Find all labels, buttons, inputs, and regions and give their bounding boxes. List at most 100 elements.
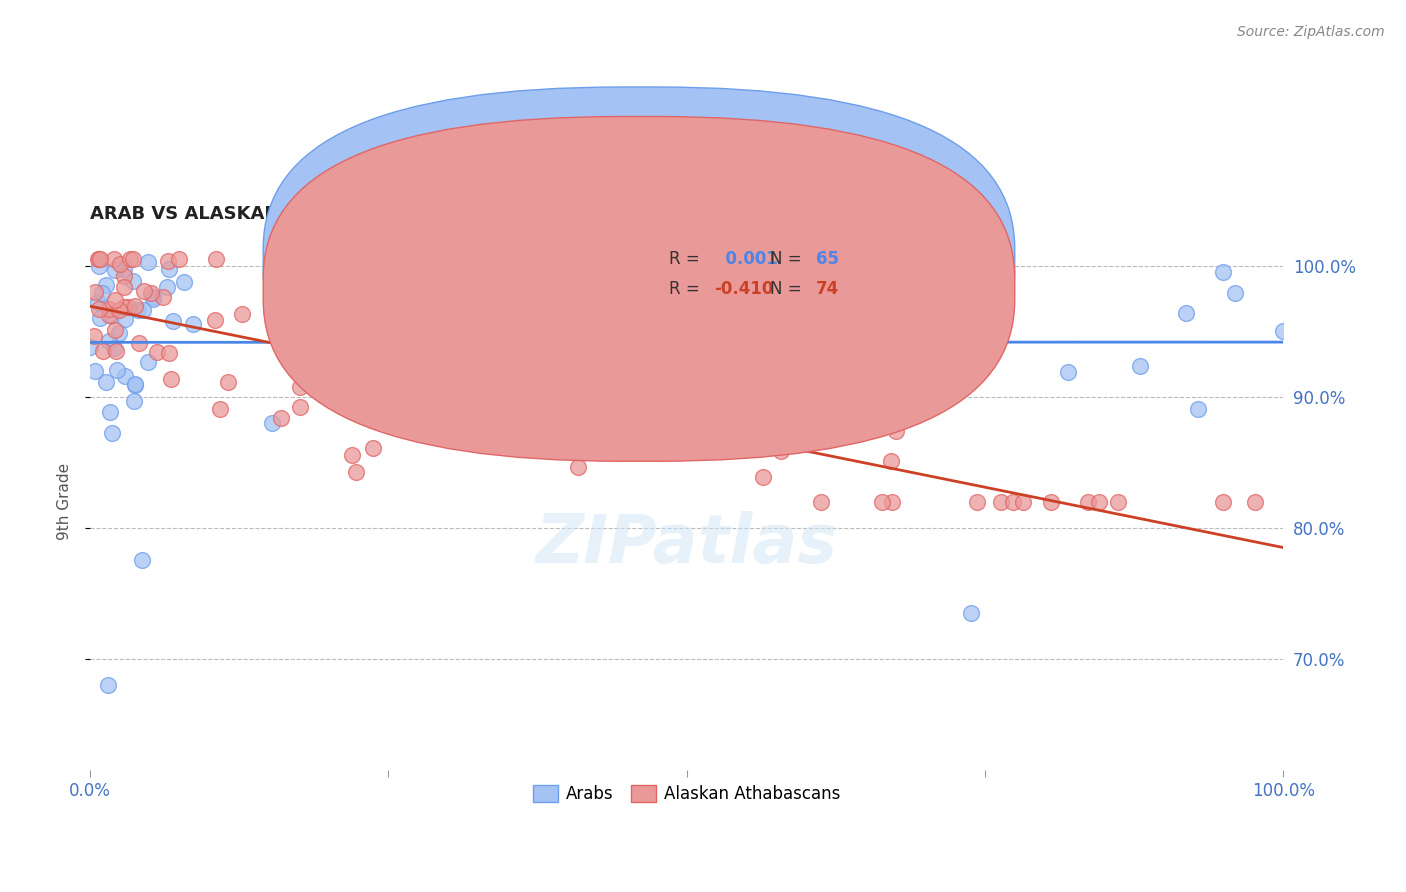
Point xyxy=(270,410,292,425)
Point xyxy=(564,424,586,438)
Point xyxy=(1244,494,1267,508)
Point xyxy=(124,299,146,313)
Point xyxy=(270,277,292,291)
Point xyxy=(89,252,111,267)
Point xyxy=(884,424,907,438)
Point xyxy=(97,334,120,348)
Point xyxy=(131,553,153,567)
Point xyxy=(104,323,127,337)
Point xyxy=(217,375,239,389)
Point xyxy=(870,494,893,508)
Point xyxy=(112,262,135,277)
Point xyxy=(105,363,128,377)
Point xyxy=(342,448,364,462)
Point xyxy=(79,340,101,354)
Point xyxy=(101,310,124,324)
Point xyxy=(277,301,299,316)
Point xyxy=(361,441,384,455)
Point xyxy=(730,292,752,306)
Point xyxy=(98,302,121,317)
Point xyxy=(344,466,367,480)
Point xyxy=(132,303,155,318)
Point xyxy=(107,303,129,318)
Point xyxy=(752,469,775,483)
Point xyxy=(990,494,1012,508)
Point xyxy=(112,301,135,315)
Point xyxy=(167,252,190,267)
Point xyxy=(110,257,132,271)
Point xyxy=(121,274,143,288)
Point xyxy=(120,252,142,267)
Point xyxy=(966,494,988,508)
Point xyxy=(1212,265,1234,279)
Point xyxy=(87,295,110,310)
Point xyxy=(554,322,576,336)
Point xyxy=(87,259,110,273)
Point xyxy=(423,359,446,374)
Point xyxy=(157,262,180,277)
Point xyxy=(810,494,832,508)
Point xyxy=(160,372,183,386)
Point xyxy=(117,300,139,314)
Point xyxy=(534,322,557,336)
Point xyxy=(1011,494,1033,508)
Point xyxy=(127,302,149,317)
Text: -0.410: -0.410 xyxy=(714,280,773,298)
Point xyxy=(231,307,253,321)
Point xyxy=(735,364,758,378)
Point xyxy=(770,434,793,448)
Point xyxy=(880,494,903,508)
Point xyxy=(114,312,136,326)
Point xyxy=(112,279,135,293)
Y-axis label: 9th Grade: 9th Grade xyxy=(58,463,72,540)
Point xyxy=(98,405,121,419)
Point xyxy=(104,344,127,359)
Point xyxy=(695,304,717,318)
Point xyxy=(1107,494,1129,508)
Point xyxy=(122,252,145,267)
Text: 74: 74 xyxy=(815,280,839,298)
Point xyxy=(960,606,983,620)
Point xyxy=(879,454,901,468)
Point xyxy=(136,355,159,369)
Point xyxy=(209,401,232,416)
Point xyxy=(1057,365,1080,379)
Point xyxy=(204,313,226,327)
Point xyxy=(139,285,162,300)
Point xyxy=(579,339,602,353)
Point xyxy=(97,308,120,322)
Text: ARAB VS ALASKAN ATHABASCAN 9TH GRADE CORRELATION CHART: ARAB VS ALASKAN ATHABASCAN 9TH GRADE COR… xyxy=(90,205,766,223)
Point xyxy=(124,377,146,392)
Point xyxy=(205,252,228,267)
Point xyxy=(96,277,118,292)
Point xyxy=(1223,286,1246,301)
Point xyxy=(156,280,179,294)
Point xyxy=(889,253,911,268)
Point xyxy=(89,310,111,325)
Point xyxy=(138,255,160,269)
Point xyxy=(157,346,180,360)
Point xyxy=(567,459,589,474)
Point xyxy=(84,285,107,299)
Point xyxy=(89,301,111,316)
Point xyxy=(849,269,872,284)
Point xyxy=(157,254,180,268)
Point xyxy=(392,422,415,436)
Text: ZIPatlas: ZIPatlas xyxy=(536,511,838,577)
Text: R =: R = xyxy=(669,251,704,268)
Point xyxy=(860,326,883,341)
Point xyxy=(260,416,283,430)
Point xyxy=(104,263,127,277)
Point xyxy=(564,334,586,348)
Point xyxy=(1175,306,1198,320)
Point xyxy=(1212,494,1234,508)
Point xyxy=(284,342,307,356)
Point xyxy=(734,353,756,368)
Point xyxy=(311,326,333,340)
Point xyxy=(142,290,165,304)
Point xyxy=(87,252,110,267)
Point xyxy=(360,402,382,417)
Point xyxy=(124,377,146,392)
Point xyxy=(181,317,204,331)
Point xyxy=(152,289,174,303)
